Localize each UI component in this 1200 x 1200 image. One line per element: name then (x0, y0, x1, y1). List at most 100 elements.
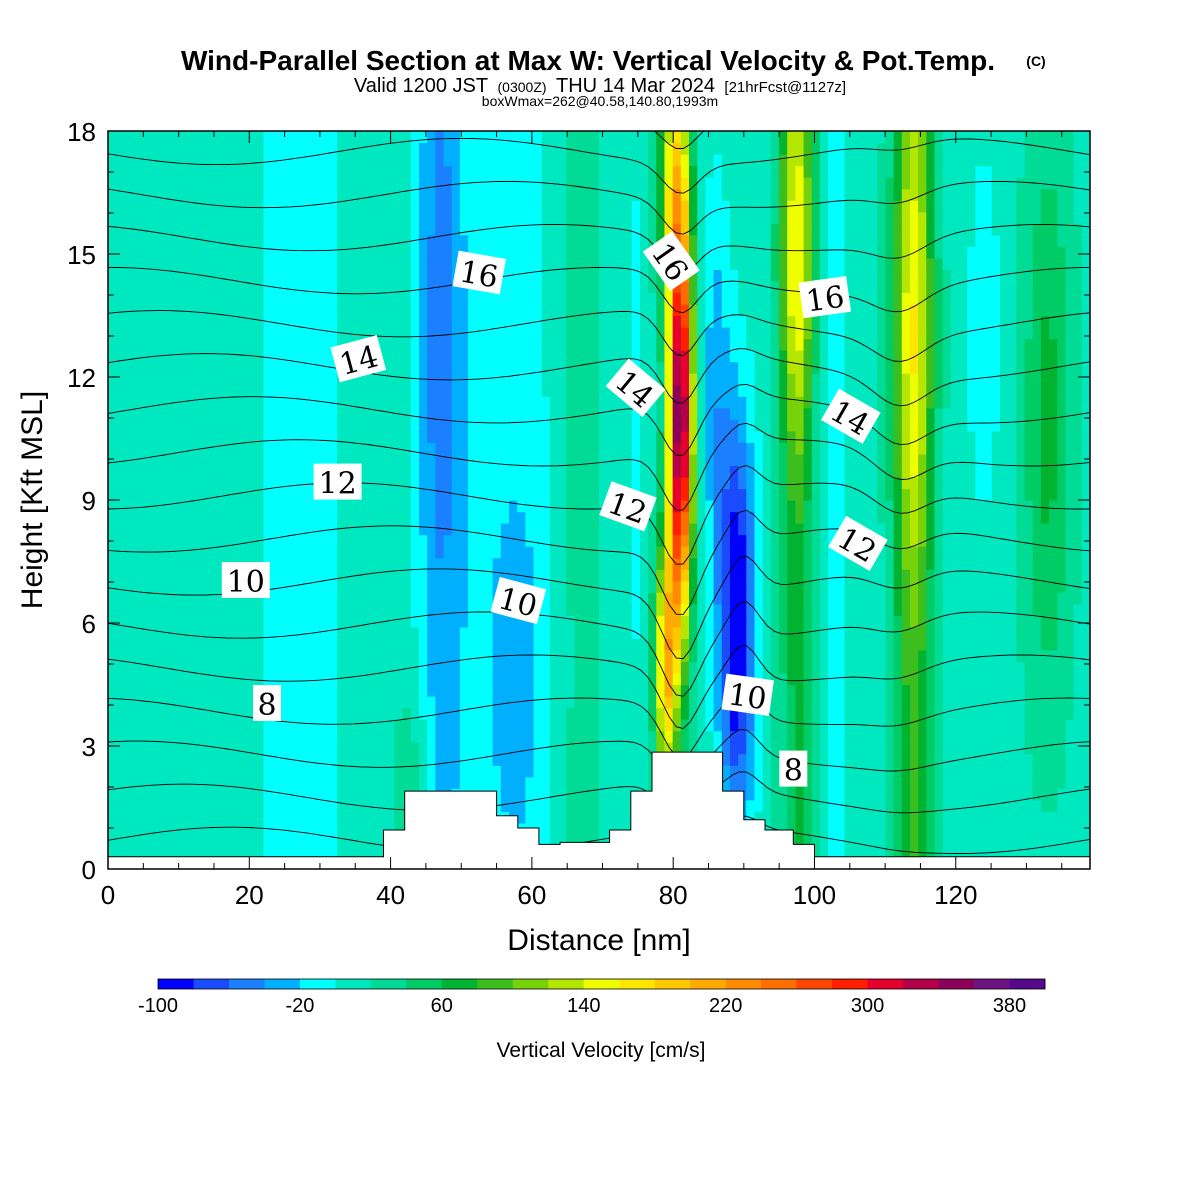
field-cell (247, 811, 256, 824)
field-cell (590, 280, 600, 294)
field-cell (590, 500, 600, 513)
field-cell (189, 511, 199, 524)
field-cell (189, 384, 199, 397)
field-cell (181, 373, 191, 386)
field-cell (574, 557, 584, 570)
field-cell (738, 707, 747, 720)
field-cell (181, 684, 191, 697)
field-cell (525, 799, 535, 812)
field-cell (533, 684, 543, 697)
field-cell (337, 257, 346, 270)
field-cell (680, 200, 690, 213)
field-cell (418, 338, 428, 351)
field-cell (639, 350, 649, 363)
field-cell (320, 269, 330, 282)
field-cell (148, 407, 158, 420)
field-cell (451, 523, 461, 536)
field-cell (353, 834, 363, 847)
field-cell (435, 661, 445, 674)
field-cell (198, 580, 207, 593)
field-cell (263, 442, 273, 455)
field-cell (582, 142, 592, 155)
field-cell (230, 776, 240, 789)
field-cell (328, 142, 338, 155)
field-cell (484, 615, 494, 628)
field-cell (664, 592, 674, 605)
field-cell (386, 350, 396, 363)
field-cell (443, 165, 453, 178)
field-cell (639, 661, 649, 674)
field-cell (214, 430, 224, 443)
field-cell (263, 626, 273, 639)
field-cell (672, 407, 682, 420)
field-cell (214, 154, 224, 167)
field-cell (631, 546, 641, 559)
field-cell (738, 303, 747, 317)
field-cell (173, 303, 183, 317)
field-cell (304, 407, 314, 420)
field-cell (729, 569, 739, 582)
field-cell (533, 269, 543, 282)
field-cell (361, 303, 371, 317)
field-cell (189, 223, 199, 236)
field-cell (140, 534, 150, 547)
field-cell (173, 280, 183, 294)
field-cell (664, 131, 674, 144)
field-cell (116, 165, 125, 178)
field-cell (517, 188, 526, 201)
field-cell (738, 246, 747, 259)
field-cell (230, 730, 240, 743)
field-cell (345, 315, 355, 328)
field-cell (148, 672, 158, 686)
field-cell (680, 211, 690, 224)
field-cell (345, 523, 355, 536)
field-cell (271, 799, 281, 812)
field-cell (590, 177, 600, 190)
field-cell (615, 292, 625, 305)
field-cell (680, 580, 690, 593)
field-cell (738, 742, 747, 755)
field-cell (222, 154, 232, 167)
field-cell (288, 730, 297, 743)
field-cell (558, 684, 567, 697)
field-cell (247, 707, 256, 720)
field-cell (369, 753, 379, 766)
field-cell (116, 603, 125, 616)
field-cell (459, 465, 469, 478)
field-cell (361, 615, 371, 628)
field-cell (247, 419, 256, 432)
field-cell (549, 500, 559, 513)
field-cell (345, 419, 355, 432)
field-cell (607, 811, 616, 824)
field-cell (664, 672, 674, 686)
field-cell (558, 373, 567, 386)
field-cell (108, 292, 117, 305)
field-cell (140, 338, 150, 351)
field-cell (713, 649, 723, 663)
field-cell (124, 672, 134, 686)
field-cell (599, 188, 608, 201)
field-cell (214, 742, 224, 755)
field-cell (427, 603, 436, 616)
field-cell (108, 719, 117, 732)
field-cell (459, 730, 469, 743)
field-cell (394, 361, 404, 374)
field-cell (328, 154, 338, 167)
field-cell (230, 672, 240, 686)
field-cell (451, 672, 461, 686)
field-cell (165, 661, 175, 674)
field-cell (189, 165, 199, 178)
field-cell (288, 534, 297, 547)
field-cell (271, 246, 281, 259)
field-cell (615, 742, 625, 755)
field-cell (435, 131, 445, 144)
field-cell (369, 327, 379, 340)
field-cell (361, 811, 371, 824)
field-cell (394, 742, 404, 755)
field-cell (165, 476, 175, 490)
field-cell (394, 649, 404, 663)
field-cell (721, 534, 731, 547)
field-cell (648, 580, 657, 593)
field-cell (500, 730, 510, 743)
field-cell (721, 580, 731, 593)
